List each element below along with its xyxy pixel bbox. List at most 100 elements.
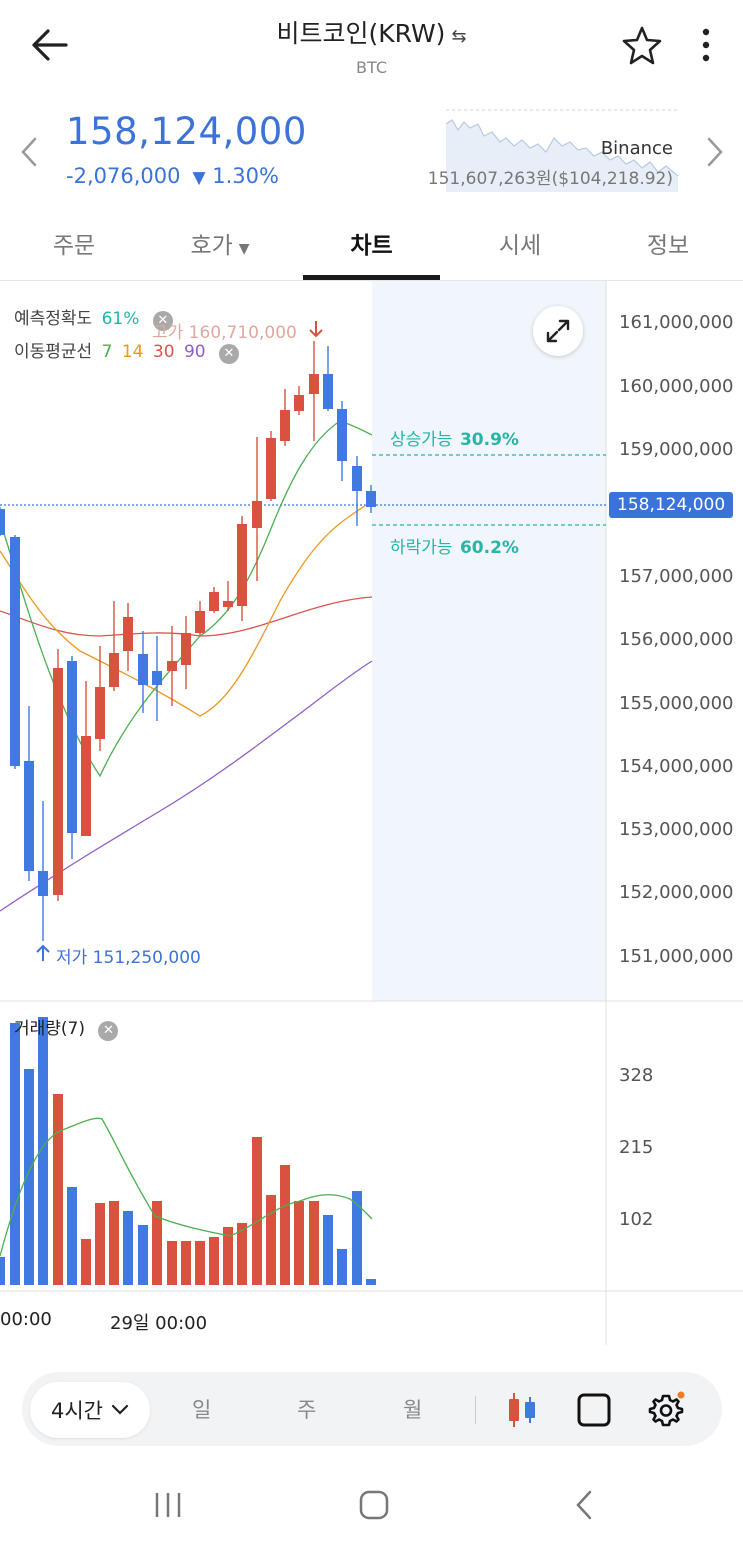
candle-body [366,491,376,507]
ma-90-label: 90 [183,342,206,362]
candle-body [81,736,91,836]
volume-bar [195,1241,205,1285]
tab-market-price-label: 시세 [498,233,542,259]
tab-info-label: 정보 [646,233,690,259]
volume-bar [266,1195,276,1285]
close-ma-icon[interactable]: ✕ [218,343,239,364]
candle-body [181,633,191,665]
coin-symbol: BTC [356,58,387,77]
tab-market-price[interactable]: 시세 [470,226,570,260]
x-axis-label: 29일 00:00 [110,1313,208,1334]
tab-info[interactable]: 정보 [618,226,718,260]
timeframe-month[interactable]: 월 [403,1398,423,1422]
x-axis-label: 00:00 [0,1309,52,1330]
change-amount: -2,076,000 [66,164,181,188]
tab-orderbook[interactable]: 호가 ▼ [160,226,280,260]
volume-tick: 328 [619,1065,654,1086]
price-chart[interactable] [0,281,743,1345]
back-button[interactable] [24,22,74,68]
volume-bar [24,1069,34,1285]
ma-90-line [0,660,373,912]
volume-bar [95,1203,105,1285]
volume-bar [223,1227,233,1285]
favorite-button[interactable] [618,22,666,68]
candle-body [123,617,133,651]
volume-bar [167,1241,177,1285]
candle-body [266,438,276,499]
current-price-tag: 158,124,000 [609,492,734,518]
ma-14-line [0,500,373,717]
drawing-tool-button[interactable] [572,1386,616,1434]
down-probability: 하락가능 60.2% [390,533,519,558]
arrow-left-icon [32,29,68,61]
candle-body [209,592,219,611]
down-prob-label: 하락가능 [390,538,453,558]
prev-coin-button[interactable] [14,132,44,172]
coin-title[interactable]: 비트코인(KRW) ⇆ [0,14,743,50]
caret-down-icon: ▼ [238,241,250,257]
tab-chart[interactable]: 차트 [303,226,440,260]
nav-back-icon [576,1490,592,1520]
nav-home-button[interactable] [346,1480,402,1530]
y-axis-label: 155,000,000 [619,693,734,714]
close-volume-icon[interactable]: ✕ [98,1020,119,1041]
volume-bar [53,1094,63,1285]
volume-bar [323,1215,333,1285]
volume-bar [237,1223,247,1285]
chevron-left-icon [21,137,37,167]
timeframe-dropdown[interactable]: 4시간 [30,1382,150,1438]
down-prob-value: 60.2% [459,538,519,558]
candle-body [309,374,319,394]
ma-7-label: 7 [101,342,113,362]
y-axis-label: 156,000,000 [619,629,734,650]
volume-bar [152,1201,162,1285]
gear-icon [648,1391,685,1427]
candle-body [352,466,362,491]
candle-body [24,761,34,871]
more-menu-button[interactable] [690,22,722,68]
chart-type-button[interactable] [500,1386,544,1434]
timeframe-week[interactable]: 주 [297,1398,317,1422]
tab-order-label: 주문 [52,233,96,259]
volume-bar [209,1237,219,1285]
close-prediction-icon[interactable]: ✕ [152,310,173,331]
timeframe-day[interactable]: 일 [192,1398,212,1422]
volume-label: 거래량(7) [14,1019,86,1039]
volume-bar [337,1249,347,1285]
price-change: -2,076,000 ▼ 1.30% [66,164,279,188]
nav-back-button[interactable] [556,1480,612,1530]
tab-order[interactable]: 주문 [24,226,124,260]
active-tab-indicator [303,275,440,280]
nav-recent-apps-button[interactable] [140,1480,196,1530]
candle-body [95,687,105,739]
candle-body [280,410,290,441]
chart-settings-button[interactable] [642,1386,690,1434]
square-icon [577,1393,611,1427]
ma-label: 이동평균선 [14,342,93,362]
volume-bars [0,1017,376,1285]
exchange-name: Binance [600,138,673,159]
y-axis-label: 151,000,000 [619,946,734,967]
volume-bar [280,1165,290,1285]
high-arrow-icon [309,321,323,338]
candle-body [53,668,63,895]
volume-bar [352,1191,362,1285]
volume-bar [138,1225,148,1285]
ma-30-label: 30 [152,342,175,362]
fullscreen-button[interactable] [533,306,583,356]
low-arrow-icon [36,944,50,961]
chevron-down-icon [111,1404,129,1415]
y-axis-label: 153,000,000 [619,819,734,840]
candle-body [0,509,5,535]
candle-body [195,611,205,633]
candle-body [138,654,148,685]
candle-body [237,524,247,606]
candle-body [152,671,162,685]
recent-apps-icon [155,1493,181,1517]
prediction-value: 61% [101,309,140,329]
volume-bar [181,1241,191,1285]
volume-ma-line [0,1117,373,1257]
candle-body [294,395,304,411]
next-coin-button[interactable] [700,132,730,172]
candle-body [167,661,177,671]
